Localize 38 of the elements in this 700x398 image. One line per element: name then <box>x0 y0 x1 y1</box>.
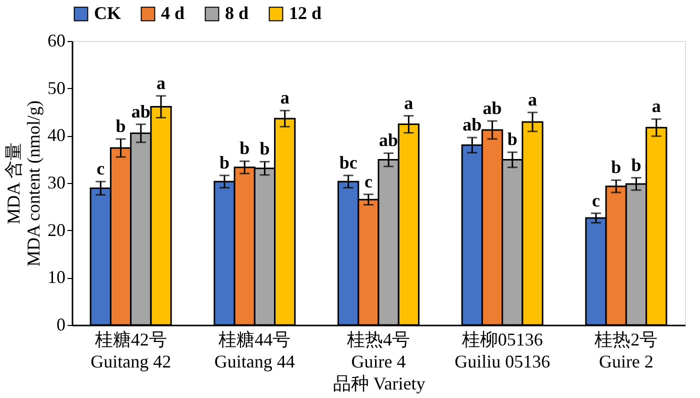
data-label: b <box>507 129 518 150</box>
legend-label: 4 d <box>161 3 185 23</box>
data-label: bc <box>339 152 358 172</box>
legend-label: 12 d <box>289 3 322 23</box>
data-label: c <box>592 190 600 210</box>
data-label: a <box>652 96 661 116</box>
x-tick-label: 桂热4号 Guire 4 <box>346 330 410 372</box>
y-tick-label: 60 <box>48 30 66 50</box>
data-label: b <box>116 116 126 136</box>
x-tick-label: 桂糖42号 Guitang 42 <box>90 330 172 372</box>
data-label: a <box>280 88 290 108</box>
y-tick-label: 20 <box>48 220 66 240</box>
legend-label: 8 d <box>225 3 249 23</box>
data-label: b <box>611 157 622 178</box>
data-label: a <box>156 72 166 93</box>
x-tick-label: 桂热2号 Guire 2 <box>594 330 658 372</box>
y-tick-label: 10 <box>48 267 66 288</box>
data-label: b <box>240 138 250 158</box>
data-label: a <box>528 89 538 110</box>
data-label: b <box>631 154 642 175</box>
x-tick-label: 桂糖44号 Guitang 44 <box>214 330 295 372</box>
data-label: ab <box>482 98 502 118</box>
data-label: c <box>364 171 372 192</box>
y-tick-label: 30 <box>48 172 66 192</box>
x-tick-label: 桂柳05136 Guiliu 05136 <box>454 330 550 372</box>
data-label: b <box>219 152 230 172</box>
y-tick-label: 50 <box>48 78 66 98</box>
y-tick-label: 40 <box>48 125 66 146</box>
data-label: ab <box>379 130 398 150</box>
y-axis-title: MDA 含量 MDA content (nmol/g) <box>4 100 44 266</box>
data-label: c <box>96 158 105 179</box>
data-label: ab <box>462 114 482 135</box>
legend-label: CK <box>94 3 121 23</box>
data-label: ab <box>131 101 150 122</box>
x-axis-title: 品种 Variety <box>332 374 426 394</box>
data-label: b <box>260 138 270 159</box>
data-label: a <box>404 92 414 113</box>
y-tick-label: 0 <box>56 314 66 334</box>
